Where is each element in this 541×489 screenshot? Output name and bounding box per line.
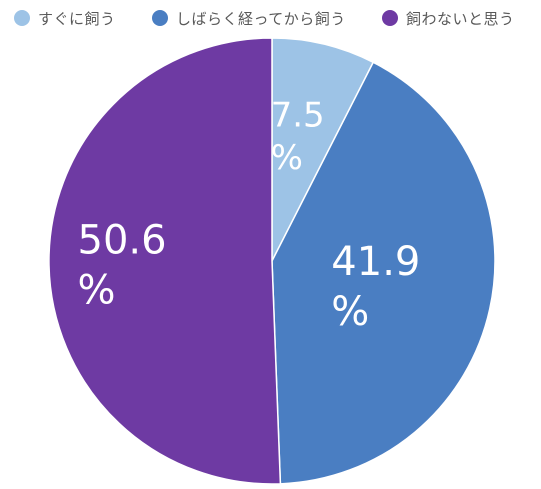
legend-label-after-a-while: しばらく経ってから飼う <box>176 9 346 28</box>
data-label-immediately: 7.5% <box>271 96 325 179</box>
legend-item-immediately: すぐに飼う <box>14 6 116 30</box>
legend-item-will-not-keep: 飼わないと思う <box>382 6 515 30</box>
chart-legend: すぐに飼う しばらく経ってから飼う 飼わないと思う <box>0 6 541 30</box>
legend-swatch-will-not-keep <box>382 10 398 26</box>
legend-item-after-a-while: しばらく経ってから飼う <box>152 6 346 30</box>
data-label-will-not-keep: 50.6% <box>78 218 167 314</box>
pie-slice-immediately <box>271 37 375 262</box>
pie-slice-after-a-while <box>271 61 496 485</box>
legend-label-will-not-keep: 飼わないと思う <box>406 9 515 28</box>
legend-label-immediately: すぐに飼う <box>38 9 116 28</box>
data-label-after-a-while: 41.9% <box>331 239 420 335</box>
legend-swatch-immediately <box>14 10 30 26</box>
pie-slice-will-not-keep <box>48 37 282 485</box>
legend-swatch-after-a-while <box>152 10 168 26</box>
